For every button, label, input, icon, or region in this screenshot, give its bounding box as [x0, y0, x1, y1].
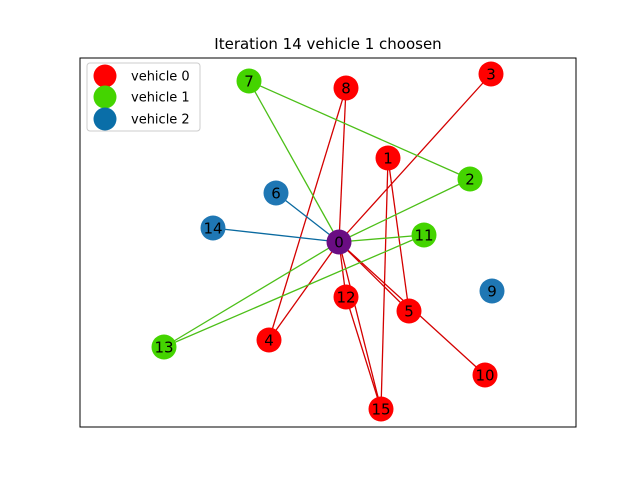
node-marker-3 — [478, 61, 504, 87]
node-label-8: 8 — [341, 80, 351, 98]
node-8: 8 — [333, 75, 359, 101]
node-label-11: 11 — [414, 227, 433, 245]
node-label-9: 9 — [487, 283, 497, 301]
edge-4-8 — [268, 87, 347, 341]
node-11: 11 — [411, 222, 437, 248]
node-7: 7 — [236, 68, 262, 94]
node-label-4: 4 — [264, 332, 274, 350]
edge-0-5 — [338, 241, 410, 312]
node-6: 6 — [263, 180, 289, 206]
node-15: 15 — [368, 396, 394, 422]
node-marker-9 — [479, 278, 505, 304]
edge-0-13 — [163, 241, 340, 348]
node-marker-7 — [236, 68, 262, 94]
edge-1-15 — [380, 157, 389, 410]
node-label-2: 2 — [465, 171, 475, 189]
node-10: 10 — [472, 362, 498, 388]
node-marker-4 — [256, 327, 282, 353]
node-marker-5 — [396, 298, 422, 324]
node-label-12: 12 — [336, 289, 355, 307]
node-marker-15 — [368, 396, 394, 422]
edge-1-5 — [387, 157, 410, 312]
chart-title: Iteration 14 vehicle 1 choosen — [214, 35, 441, 53]
edge-0-7 — [248, 80, 340, 243]
node-label-1: 1 — [383, 150, 393, 168]
node-label-0: 0 — [334, 234, 344, 252]
node-0: 0 — [326, 229, 352, 255]
legend-marker-vehicle-0 — [93, 64, 117, 88]
node-label-13: 13 — [154, 339, 173, 357]
edge-7-2 — [248, 80, 471, 180]
edge-12-15 — [345, 296, 382, 410]
node-3: 3 — [478, 61, 504, 87]
node-marker-10 — [472, 362, 498, 388]
node-13: 13 — [151, 334, 177, 360]
node-9: 9 — [479, 278, 505, 304]
edge-0-3 — [338, 73, 492, 243]
node-label-14: 14 — [203, 220, 222, 238]
edge-0-6 — [275, 192, 340, 243]
node-label-6: 6 — [271, 185, 281, 203]
edge-0-11 — [338, 234, 425, 243]
edge-0-2 — [338, 178, 471, 243]
edge-0-8 — [338, 87, 347, 243]
node-2: 2 — [457, 166, 483, 192]
node-marker-11 — [411, 222, 437, 248]
node-label-10: 10 — [475, 367, 494, 385]
node-5: 5 — [396, 298, 422, 324]
node-label-3: 3 — [486, 66, 496, 84]
legend-label-vehicle-1: vehicle 1 — [131, 91, 190, 106]
node-marker-1 — [375, 145, 401, 171]
node-marker-12 — [333, 284, 359, 310]
legend-marker-vehicle-2 — [93, 107, 117, 131]
legend-marker-vehicle-1 — [93, 85, 117, 109]
edge-0-4 — [268, 241, 340, 341]
node-12: 12 — [333, 284, 359, 310]
node-marker-6 — [263, 180, 289, 206]
node-marker-2 — [457, 166, 483, 192]
node-marker-8 — [333, 75, 359, 101]
node-label-15: 15 — [371, 401, 390, 419]
node-marker-13 — [151, 334, 177, 360]
plot-frame — [79, 57, 577, 428]
node-marker-14 — [200, 215, 226, 241]
node-4: 4 — [256, 327, 282, 353]
legend-label-vehicle-2: vehicle 2 — [131, 113, 190, 128]
node-1: 1 — [375, 145, 401, 171]
node-marker-0 — [326, 229, 352, 255]
node-label-5: 5 — [404, 303, 414, 321]
edge-0-14 — [212, 227, 340, 243]
edge-0-15 — [338, 241, 382, 410]
legend-label-vehicle-0: vehicle 0 — [131, 70, 190, 85]
node-14: 14 — [200, 215, 226, 241]
node-label-7: 7 — [244, 73, 254, 91]
edge-13-11 — [163, 234, 425, 348]
legend: vehicle 0 vehicle 1 vehicle 2 — [86, 62, 201, 132]
